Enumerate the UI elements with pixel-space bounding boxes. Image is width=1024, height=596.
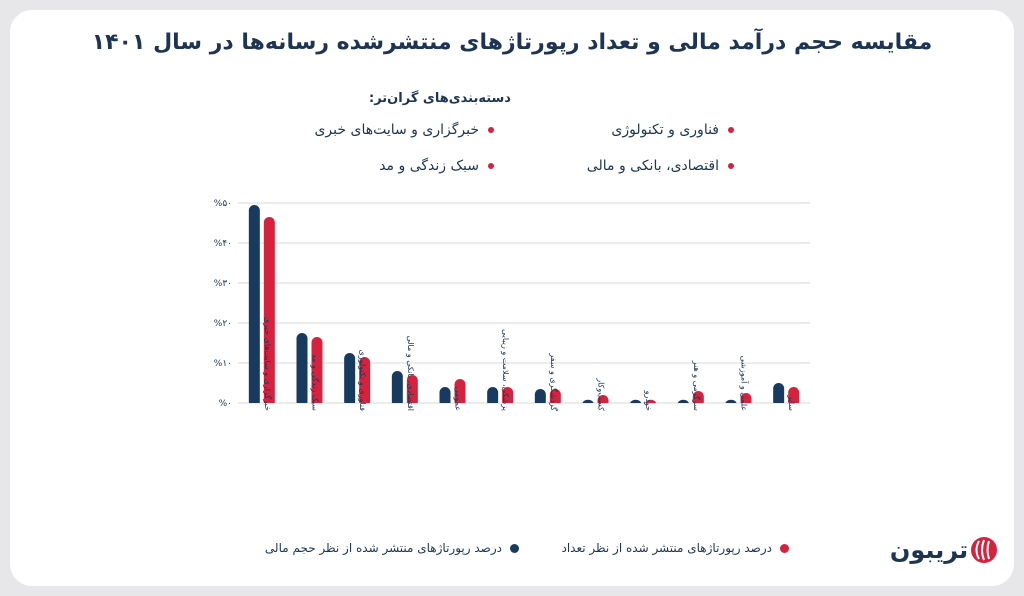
bar-count [692, 391, 704, 403]
bar-financial [725, 399, 737, 403]
x-axis-labels: خبرگزاری و سایت‌های خبری سبک زندگی و مد فن… [263, 317, 796, 411]
bar-count [502, 387, 514, 403]
x-tick-label: سرگرمی و هنر [692, 360, 702, 412]
x-tick-label: سبک زندگی و مد [311, 354, 321, 411]
bars [248, 205, 800, 403]
bar-count [740, 393, 752, 403]
bar-financial [487, 387, 499, 403]
bar-financial [248, 205, 260, 403]
top-categories-heading: دسته‌بندی‌های گران‌تر: [369, 91, 511, 106]
grid-lines [238, 202, 810, 404]
bar-financial [582, 399, 594, 403]
chart-title: مقایسه حجم درآمد مالی و تعداد رپورتاژهای… [91, 30, 933, 55]
bar-financial [296, 333, 308, 403]
bar-count [406, 375, 418, 403]
x-tick-label: خبرگزاری و سایت‌های خبری [263, 317, 273, 411]
y-tick-label: %۴۰ [214, 239, 232, 249]
top-category-item: فناوری و تکنولوژی [611, 122, 734, 138]
y-tick-label: %۰ [219, 399, 232, 409]
legend-item-count: درصد رپورتاژهای منتشر شده از نظر تعداد [562, 541, 789, 555]
bar-count [597, 395, 609, 403]
y-tick-label: %۱۰ [214, 359, 232, 369]
bar-count [311, 337, 323, 403]
brand-logo: تریبون [890, 536, 997, 564]
tribune-logo-icon [971, 537, 997, 563]
bar-financial [439, 387, 451, 403]
bar-financial [773, 383, 785, 403]
bullet-dot-icon [728, 127, 734, 133]
logo-text: تریبون [890, 536, 968, 564]
y-tick-label: %۵۰ [214, 199, 232, 209]
legend-item-financial: درصد رپورتاژهای منتشر شده از نظر حجم مال… [265, 541, 519, 555]
top-category-item: اقتصادی، بانکی و مالی [587, 158, 734, 174]
legend-dot-icon [780, 543, 789, 553]
bar-count [645, 399, 657, 403]
x-tick-label: کسب‌وکار [597, 377, 606, 411]
bar-count [263, 217, 275, 403]
bullet-dot-icon [488, 127, 494, 133]
legend-dot-icon [510, 543, 519, 553]
y-tick-label: %۳۰ [214, 279, 232, 289]
bar-financial [630, 399, 642, 403]
bar-financial [344, 353, 356, 403]
bar-count [788, 387, 800, 403]
bar-financial [677, 399, 689, 403]
x-tick-label: خودرو [644, 390, 653, 411]
chart-card [10, 10, 1014, 586]
bar-financial [534, 389, 546, 403]
y-tick-label: %۲۰ [214, 319, 232, 329]
x-tick-label: اقتصادی، بانکی و مالی [406, 335, 415, 411]
bar-financial [391, 371, 403, 403]
x-tick-label: فناوری و تکنولوژی [358, 350, 367, 412]
bar-count [549, 389, 561, 403]
y-axis-ticks: %۰ %۱۰ %۲۰ %۳۰ %۴۰ %۵۰ [214, 199, 232, 409]
top-category-item: خبرگزاری و سایت‌های خبری [314, 122, 494, 138]
x-tick-label: عمومی [454, 387, 463, 411]
x-tick-label: سایر [787, 394, 796, 411]
top-category-item: سبک زندگی و مد [379, 158, 494, 174]
bullet-dot-icon [728, 163, 734, 169]
x-tick-label: پزشکی، سلامت و زیبایی [501, 329, 510, 411]
bar-count [359, 357, 371, 403]
x-tick-label: گردشگری و سفر [549, 352, 559, 411]
bar-count [454, 379, 466, 403]
bullet-dot-icon [488, 163, 494, 169]
x-tick-label: علمی و آموزشی [740, 355, 750, 411]
